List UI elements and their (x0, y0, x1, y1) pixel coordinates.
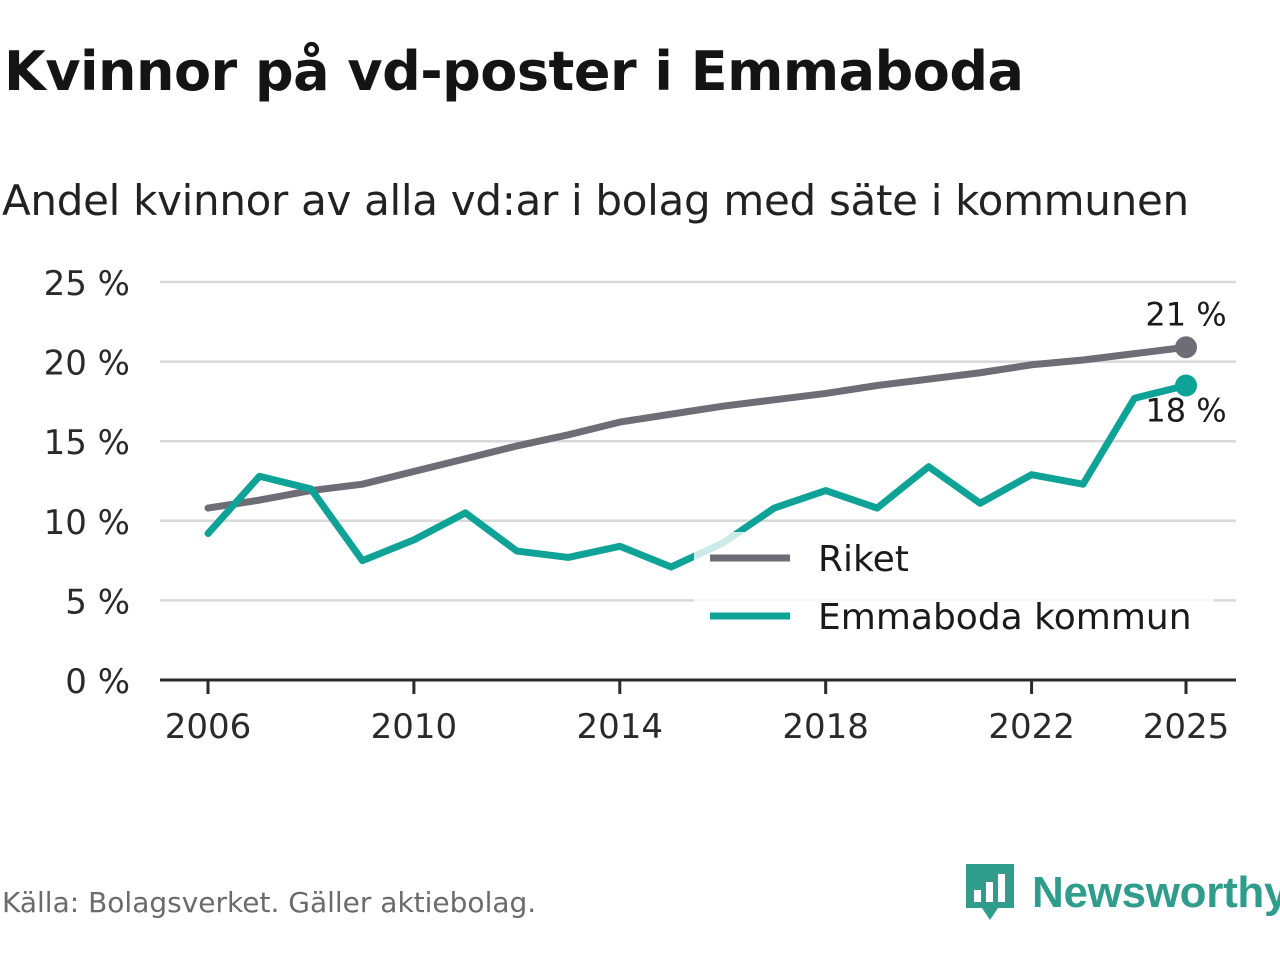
y-tick-label: 25 % (44, 264, 130, 304)
x-axis: 2006 2010 2014 2018 2022 2025 (160, 678, 1236, 747)
y-tick-label: 20 % (44, 344, 130, 384)
x-tick-label: 2018 (782, 707, 869, 747)
x-tick-label: 2025 (1143, 707, 1230, 747)
x-tick-label: 2010 (371, 707, 458, 747)
brand-name: Newsworthy (1032, 868, 1280, 917)
end-marker (1175, 336, 1197, 359)
y-axis-ticks: 0 % 5 % 10 % 15 % 20 % 25 % (44, 264, 130, 702)
y-tick-label: 0 % (65, 662, 130, 702)
series-line-riket (204, 343, 1190, 512)
chart-subtitle: Andel kvinnor av alla vd:ar i bolag med … (2, 176, 1189, 225)
end-markers: 21 % 18 % (1145, 295, 1226, 429)
end-marker (1175, 374, 1197, 397)
x-tick-label: 2014 (577, 707, 664, 747)
chart-title: Kvinnor på vd-poster i Emmaboda (4, 40, 1024, 103)
end-label: 21 % (1145, 295, 1226, 333)
source-note: Källa: Bolagsverket. Gäller aktiebolag. (2, 886, 537, 919)
legend-label: Riket (818, 539, 909, 580)
legend-box (694, 532, 1214, 656)
legend: Riket Emmaboda kommun (694, 532, 1214, 656)
y-tick-label: 5 % (65, 582, 130, 622)
y-tick-label: 15 % (44, 423, 130, 463)
brand-logo: Newsworthy (964, 862, 1280, 924)
newsworthy-logo-icon (966, 864, 1014, 920)
y-tick-label: 10 % (44, 503, 130, 543)
x-tick-label: 2022 (988, 707, 1075, 747)
legend-label: Emmaboda kommun (818, 597, 1192, 638)
x-tick-label: 2006 (165, 707, 252, 747)
end-label: 18 % (1145, 391, 1226, 429)
